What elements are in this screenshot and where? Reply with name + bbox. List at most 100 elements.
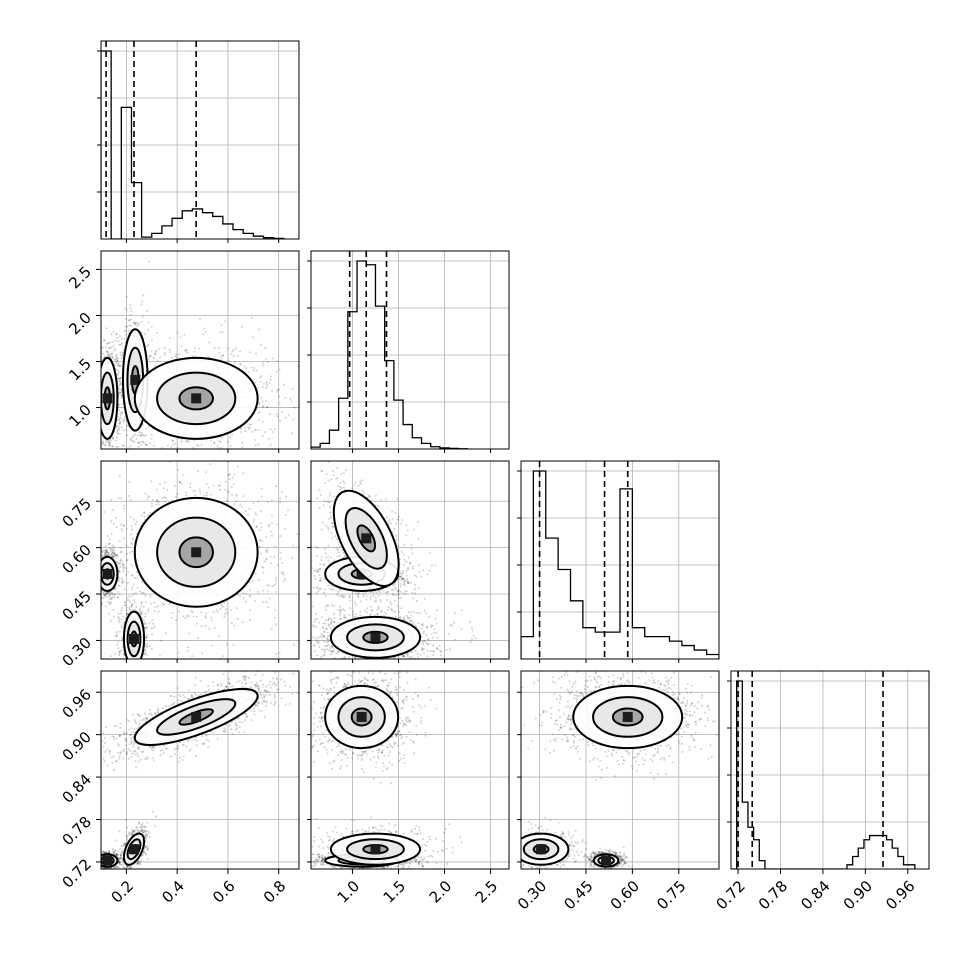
scatter-point: [125, 309, 128, 312]
scatter-point: [228, 473, 231, 476]
scatter-point: [146, 645, 149, 648]
scatter-point: [275, 577, 277, 580]
scatter-point: [97, 415, 99, 417]
scatter-point: [118, 425, 121, 428]
scatter-point: [274, 545, 277, 548]
scatter-point: [146, 310, 149, 313]
scatter-point: [116, 337, 119, 339]
scatter-point: [104, 592, 107, 595]
scatter-point: [260, 526, 263, 529]
scatter-point: [106, 591, 109, 594]
scatter-point: [91, 573, 93, 575]
scatter-point: [108, 441, 111, 444]
scatter-point: [221, 436, 224, 439]
scatter-point: [152, 622, 154, 625]
scatter-point: [137, 322, 139, 325]
scatter-point: [243, 365, 246, 368]
scatter-point: [130, 564, 133, 566]
scatter-point: [105, 553, 107, 556]
scatter-point: [96, 379, 98, 381]
scatter-point: [118, 408, 121, 411]
scatter-point: [143, 434, 146, 437]
scatter-point: [121, 342, 124, 345]
scatter-point: [166, 488, 169, 491]
scatter-point: [96, 401, 98, 403]
scatter-point: [98, 574, 100, 576]
scatter-point: [134, 663, 136, 665]
scatter-point: [141, 580, 143, 583]
scatter-point: [205, 494, 208, 497]
scatter-point: [232, 644, 235, 646]
scatter-point: [195, 622, 198, 625]
scatter-point: [126, 597, 129, 600]
scatter-point: [124, 333, 127, 336]
scatter-point: [293, 643, 295, 646]
scatter-point: [199, 490, 201, 492]
scatter-point: [117, 377, 120, 380]
scatter-point: [135, 662, 137, 664]
scatter-point: [120, 609, 123, 612]
scatter-point: [168, 337, 171, 339]
scatter-point: [248, 595, 251, 598]
scatter-point: [176, 493, 179, 496]
scatter-point: [97, 570, 99, 572]
scatter-point: [95, 447, 97, 449]
scatter-point: [93, 546, 95, 548]
scatter-point: [98, 419, 100, 421]
scatter-point: [131, 550, 134, 553]
scatter-point: [115, 332, 118, 335]
scatter-point: [130, 318, 133, 321]
scatter-point: [135, 521, 138, 524]
scatter-point: [144, 652, 147, 655]
scatter-point: [192, 446, 195, 449]
scatter-point: [205, 612, 208, 615]
scatter-point: [191, 355, 194, 358]
scatter-point: [121, 564, 124, 567]
scatter-point: [210, 493, 213, 496]
scatter-point: [119, 335, 121, 337]
scatter-point: [144, 615, 147, 618]
scatter-point: [202, 333, 205, 336]
scatter-point: [245, 367, 248, 370]
scatter-point: [96, 572, 98, 574]
scatter-point: [117, 567, 120, 570]
scatter-point: [79, 384, 81, 386]
scatter-point: [221, 331, 224, 334]
scatter-point: [116, 431, 119, 434]
scatter-point: [122, 420, 125, 423]
scatter-point: [61, 384, 63, 386]
scatter-point: [134, 609, 137, 612]
scatter-point: [118, 654, 121, 657]
scatter-point: [184, 617, 187, 620]
scatter-point: [103, 551, 106, 554]
scatter-point: [220, 465, 222, 467]
scatter-point: [243, 469, 245, 471]
scatter-point: [136, 667, 138, 669]
scatter-point: [119, 562, 122, 565]
scatter-point: [109, 347, 112, 350]
scatter-point: [315, 545, 318, 548]
scatter-point: [93, 356, 95, 358]
scatter-point: [122, 568, 124, 571]
scatter-point: [186, 650, 189, 652]
density-peak: [191, 393, 202, 404]
scatter-point: [245, 510, 247, 512]
scatter-point: [118, 371, 121, 374]
scatter-point: [132, 662, 134, 664]
scatter-point: [96, 558, 98, 560]
scatter-point: [291, 387, 294, 390]
scatter-point: [266, 384, 269, 387]
scatter-point: [262, 405, 265, 408]
scatter-point: [128, 610, 131, 613]
scatter-point: [120, 607, 123, 610]
scatter-point: [126, 325, 129, 328]
scatter-point: [112, 437, 115, 440]
scatter-point: [143, 676, 145, 678]
scatter-point: [109, 601, 112, 604]
scatter-point: [123, 504, 126, 507]
scatter-point: [97, 413, 99, 415]
scatter-point: [277, 395, 280, 398]
scatter-point: [275, 390, 278, 393]
scatter-point: [93, 398, 95, 400]
